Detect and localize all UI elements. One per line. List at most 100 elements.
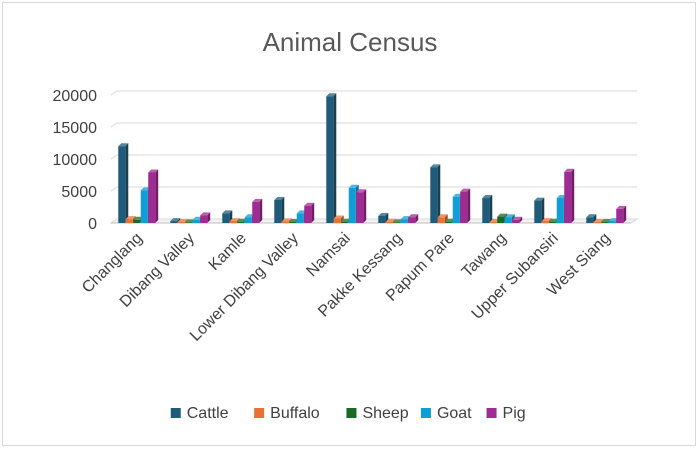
bar-pig bbox=[200, 212, 211, 223]
bar-side bbox=[155, 169, 159, 223]
bar-top bbox=[326, 93, 337, 97]
bar-side bbox=[623, 205, 627, 223]
bar-side bbox=[444, 214, 448, 223]
bar-top bbox=[118, 143, 129, 147]
bar-cattle bbox=[378, 212, 389, 223]
legend-swatch bbox=[486, 408, 497, 418]
bar-top bbox=[430, 164, 441, 168]
bar-side bbox=[541, 197, 545, 223]
y-tick-label: 20000 bbox=[53, 88, 98, 105]
bar-front bbox=[118, 146, 126, 223]
legend-swatch bbox=[170, 408, 181, 418]
bar-front bbox=[512, 219, 520, 223]
bar-top bbox=[616, 205, 627, 209]
bar-side bbox=[177, 218, 181, 223]
bar-pig bbox=[460, 188, 471, 223]
legend-item-goat: Goat bbox=[420, 405, 472, 422]
bar-front bbox=[356, 192, 364, 223]
bar-top bbox=[170, 218, 181, 222]
bar-top bbox=[385, 218, 396, 222]
bar-front bbox=[385, 221, 393, 223]
bar-top bbox=[593, 219, 604, 223]
legend-label: Goat bbox=[437, 405, 472, 422]
bar-front bbox=[125, 219, 133, 223]
bar-top bbox=[200, 212, 211, 216]
chart-title: Animal Census bbox=[263, 27, 438, 57]
bar-cattle bbox=[586, 214, 597, 223]
legend-swatch bbox=[346, 408, 357, 418]
bar-top bbox=[460, 188, 471, 192]
bar-pig bbox=[512, 216, 523, 223]
bar-top bbox=[333, 215, 344, 219]
gridline-side bbox=[110, 122, 118, 128]
bar-top bbox=[148, 169, 159, 173]
bar-cattle bbox=[430, 164, 441, 223]
bar-side bbox=[519, 216, 523, 223]
bar-top bbox=[222, 210, 233, 214]
gridline-side bbox=[110, 186, 118, 192]
bar-front bbox=[534, 200, 542, 223]
bar-pig bbox=[408, 214, 419, 223]
bar-top bbox=[408, 214, 419, 218]
legend-label: Pig bbox=[503, 405, 526, 422]
y-tick-label: 15000 bbox=[53, 120, 98, 137]
bar-front bbox=[437, 217, 445, 223]
bar-layer bbox=[118, 93, 627, 223]
bar-front bbox=[133, 219, 141, 223]
bar-front bbox=[608, 221, 616, 223]
bar-side bbox=[489, 195, 493, 223]
legend-label: Cattle bbox=[187, 405, 229, 422]
bar-pig bbox=[564, 168, 575, 223]
bar-side bbox=[571, 168, 575, 223]
bar-side bbox=[207, 212, 211, 223]
bar-front bbox=[445, 221, 453, 223]
bar-front bbox=[148, 172, 156, 223]
bar-side bbox=[392, 218, 396, 223]
legend-label: Sheep bbox=[362, 405, 408, 422]
bar-front bbox=[296, 213, 304, 223]
bar-top bbox=[541, 218, 552, 222]
chart-svg: Animal Census 05000100001500020000Changl… bbox=[53, 27, 639, 422]
bar-top bbox=[482, 195, 493, 199]
legend: Cattle Buffalo Sheep Goat Pig bbox=[170, 405, 526, 422]
bar-front bbox=[326, 96, 334, 223]
bar-top bbox=[274, 196, 285, 200]
bar-buffalo bbox=[177, 219, 188, 223]
bar-front bbox=[378, 215, 386, 223]
bar-side bbox=[363, 189, 367, 223]
bar-cattle bbox=[118, 143, 129, 223]
bar-side bbox=[259, 198, 263, 223]
bar-side bbox=[593, 214, 597, 223]
bar-top bbox=[252, 198, 263, 202]
bar-side bbox=[415, 214, 419, 223]
legend-item-buffalo: Buffalo bbox=[254, 405, 320, 422]
bar-top bbox=[504, 214, 515, 218]
gridline-side bbox=[110, 90, 118, 96]
bar-front bbox=[333, 218, 341, 223]
x-tick-label: Tawang bbox=[459, 230, 510, 281]
bar-top bbox=[356, 189, 367, 193]
bar-top bbox=[564, 168, 575, 172]
bar-front bbox=[222, 213, 230, 223]
bar-cattle bbox=[170, 218, 181, 223]
bar-front bbox=[289, 222, 297, 223]
bar-front bbox=[229, 221, 237, 223]
bar-buffalo bbox=[333, 215, 344, 223]
gridline-side bbox=[110, 154, 118, 160]
bar-buffalo bbox=[437, 214, 448, 223]
bar-top bbox=[534, 197, 545, 201]
bar-front bbox=[177, 222, 185, 223]
bar-top bbox=[348, 184, 359, 188]
legend-swatch bbox=[420, 408, 431, 418]
bar-front bbox=[348, 187, 356, 223]
bar-front bbox=[200, 215, 208, 223]
bar-top bbox=[497, 213, 508, 217]
bar-buffalo bbox=[385, 218, 396, 223]
bar-front bbox=[244, 217, 252, 223]
bar-front bbox=[586, 217, 594, 223]
bar-front bbox=[304, 205, 312, 223]
bar-cattle bbox=[274, 196, 285, 223]
bar-pig bbox=[616, 205, 627, 223]
bar-front bbox=[393, 222, 401, 223]
bar-front bbox=[408, 217, 416, 223]
